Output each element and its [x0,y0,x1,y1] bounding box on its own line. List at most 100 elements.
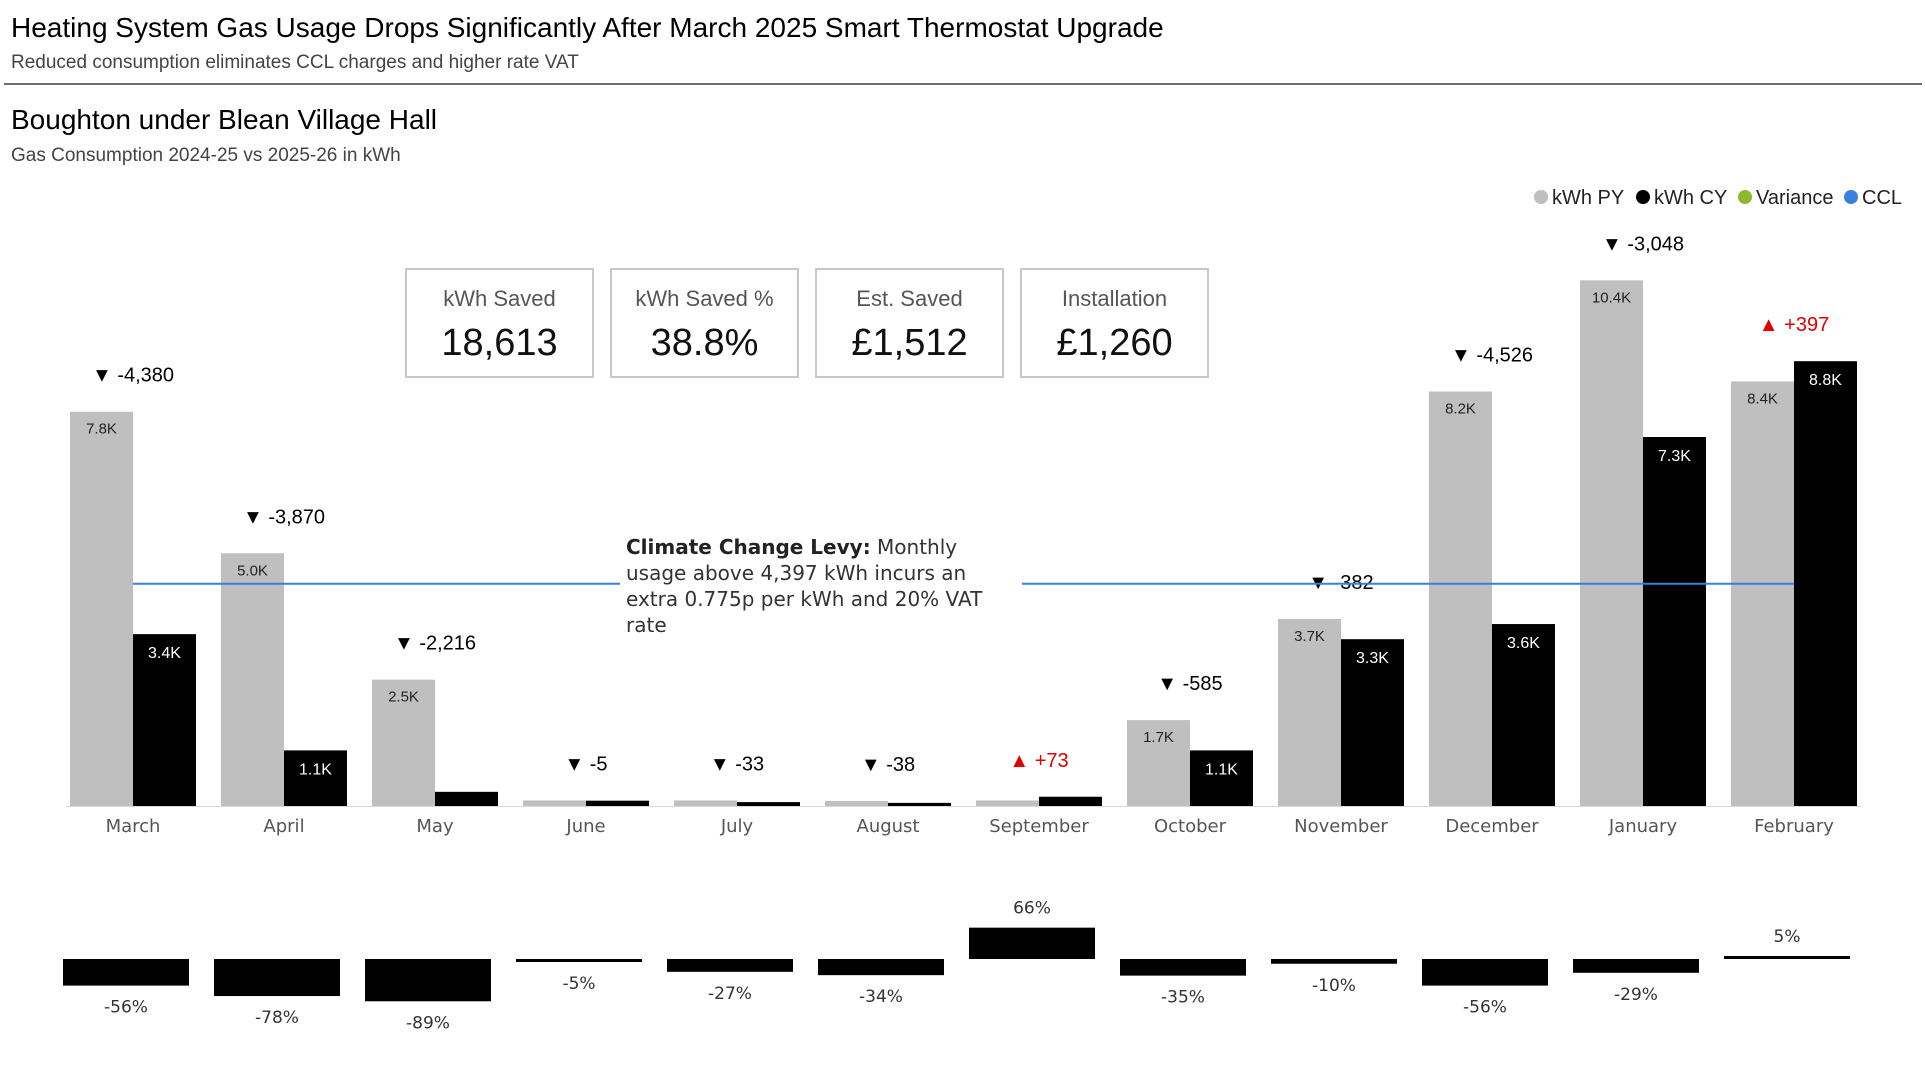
variance-pct-bar [365,959,491,1002]
ccl-annotation: Climate Change Levy: Monthly usage above… [620,534,1022,638]
legend-label: kWh PY [1552,187,1624,209]
bar-kwh-cy [1341,639,1404,806]
variance-pct-label: -56% [104,998,148,1018]
kpi-card-installation: Installation £1,260 [1020,268,1209,378]
bar-kwh-cy [1643,437,1706,806]
kpi-label: Est. Saved [856,286,963,311]
month-label: February [1754,816,1834,837]
kpi-label: kWh Saved [443,286,556,311]
bar-label-cy: 3.3K [1356,650,1389,667]
legend-label: kWh CY [1654,187,1727,209]
variance-pct-bar [1422,959,1548,986]
variance-pct-label: -10% [1312,976,1356,996]
month-label: April [263,816,304,837]
month-label: November [1294,816,1388,837]
legend-marker [1738,190,1752,204]
kpi-label: Installation [1061,286,1168,311]
bar-kwh-cy [435,791,498,806]
variance-label: ▲ +73 [1009,750,1068,772]
variance-label: ▼ -33 [710,753,764,775]
month-label: August [857,816,920,837]
bar-kwh-py [825,800,888,806]
bar-kwh-py [1580,280,1643,806]
kpi-card-est-saved: Est. Saved £1,512 [815,268,1004,378]
bar-label-cy: 7.3K [1658,448,1691,465]
kpi-value: £1,260 [1056,322,1173,364]
month-label: October [1154,816,1227,837]
variance-pct-bar [1573,959,1699,973]
bar-label-py: 10.4K [1592,289,1631,306]
bar-label-cy: 3.6K [1507,635,1540,652]
report-subtitle: Reduced consumption eliminates CCL charg… [11,52,579,73]
month-label: January [1608,816,1678,837]
variance-pct-label: -56% [1463,998,1507,1018]
bar-label-py: 1.7K [1143,729,1174,746]
bar-kwh-py [1127,720,1190,806]
variance-label: ▼ -3,870 [243,506,325,528]
bar-kwh-cy [1794,361,1857,806]
bar-kwh-py [1278,618,1341,806]
bar-label-py: 8.4K [1747,390,1778,407]
bar-kwh-py [1731,381,1794,806]
variance-pct-bar [818,959,944,976]
ccl-annotation-bold: Climate Change Levy: [626,535,871,559]
bar-label-py: 8.2K [1445,401,1476,418]
month-label: July [720,816,754,837]
kpi-value: 18,613 [441,322,558,364]
bar-label-py: 3.7K [1294,628,1325,645]
month-label: September [989,816,1089,837]
bar-kwh-py [674,800,737,806]
bar-label-cy: 3.4K [148,645,181,662]
bar-kwh-cy [133,634,196,806]
bar-kwh-cy [284,750,347,806]
legend-marker [1844,190,1858,204]
month-label: May [416,816,454,837]
bar-label-cy: 1.1K [299,761,332,778]
bar-label-cy: 1.1K [1205,761,1238,778]
bar-kwh-py [70,411,133,806]
legend-label: CCL [1862,187,1902,209]
variance-pct-label: -89% [406,1013,450,1033]
month-label: March [106,816,161,837]
legend-marker [1636,190,1650,204]
month-label: December [1445,816,1539,837]
bar-label-cy: 8.8K [1809,372,1842,389]
variance-label: ▼ -4,380 [92,365,174,387]
variance-label: ▼ -4,526 [1451,345,1533,367]
bar-kwh-cy [1492,624,1555,806]
variance-pct-bar [516,959,642,962]
bar-kwh-cy [737,802,800,806]
variance-pct-label: -34% [859,987,903,1007]
kpi-card-kwh-saved: kWh Saved 18,613 [405,268,594,378]
bar-kwh-py [221,553,284,806]
bar-label-py: 5.0K [237,562,268,579]
variance-pct-bar [214,959,340,997]
variance-pct-bar [1271,959,1397,964]
variance-label: ▼ -38 [861,754,915,776]
variance-label: ▼ -585 [1157,673,1222,695]
bar-kwh-cy [586,800,649,806]
bar-label-py: 7.8K [86,421,117,438]
variance-label: ▼ -3,048 [1602,233,1684,255]
report-title: Heating System Gas Usage Drops Significa… [11,12,1164,43]
variance-pct-label: -5% [562,974,595,994]
ccl-annotation-text: Monthly usage above 4,397 kWh incurs an … [626,535,983,637]
variance-pct-bar [667,959,793,972]
venue-title: Boughton under Blean Village Hall [11,104,438,135]
variance-label: ▲ +397 [1759,314,1829,336]
chart-subtitle: Gas Consumption 2024-25 vs 2025-26 in kW… [11,145,401,166]
bar-kwh-py [976,800,1039,806]
variance-pct-label: -78% [255,1008,299,1028]
variance-pct-bar [1120,959,1246,976]
variance-pct-label: -27% [708,984,752,1004]
bar-label-py: 2.5K [388,689,419,706]
variance-pct-label: -35% [1161,988,1205,1008]
bar-kwh-py [523,800,586,806]
variance-label: ▼ -5 [564,753,607,775]
variance-pct-bar [63,959,189,986]
legend-marker [1534,190,1548,204]
variance-pct-label: -29% [1614,985,1658,1005]
legend-label: Variance [1756,187,1833,209]
variance-pct-bar [969,927,1095,959]
